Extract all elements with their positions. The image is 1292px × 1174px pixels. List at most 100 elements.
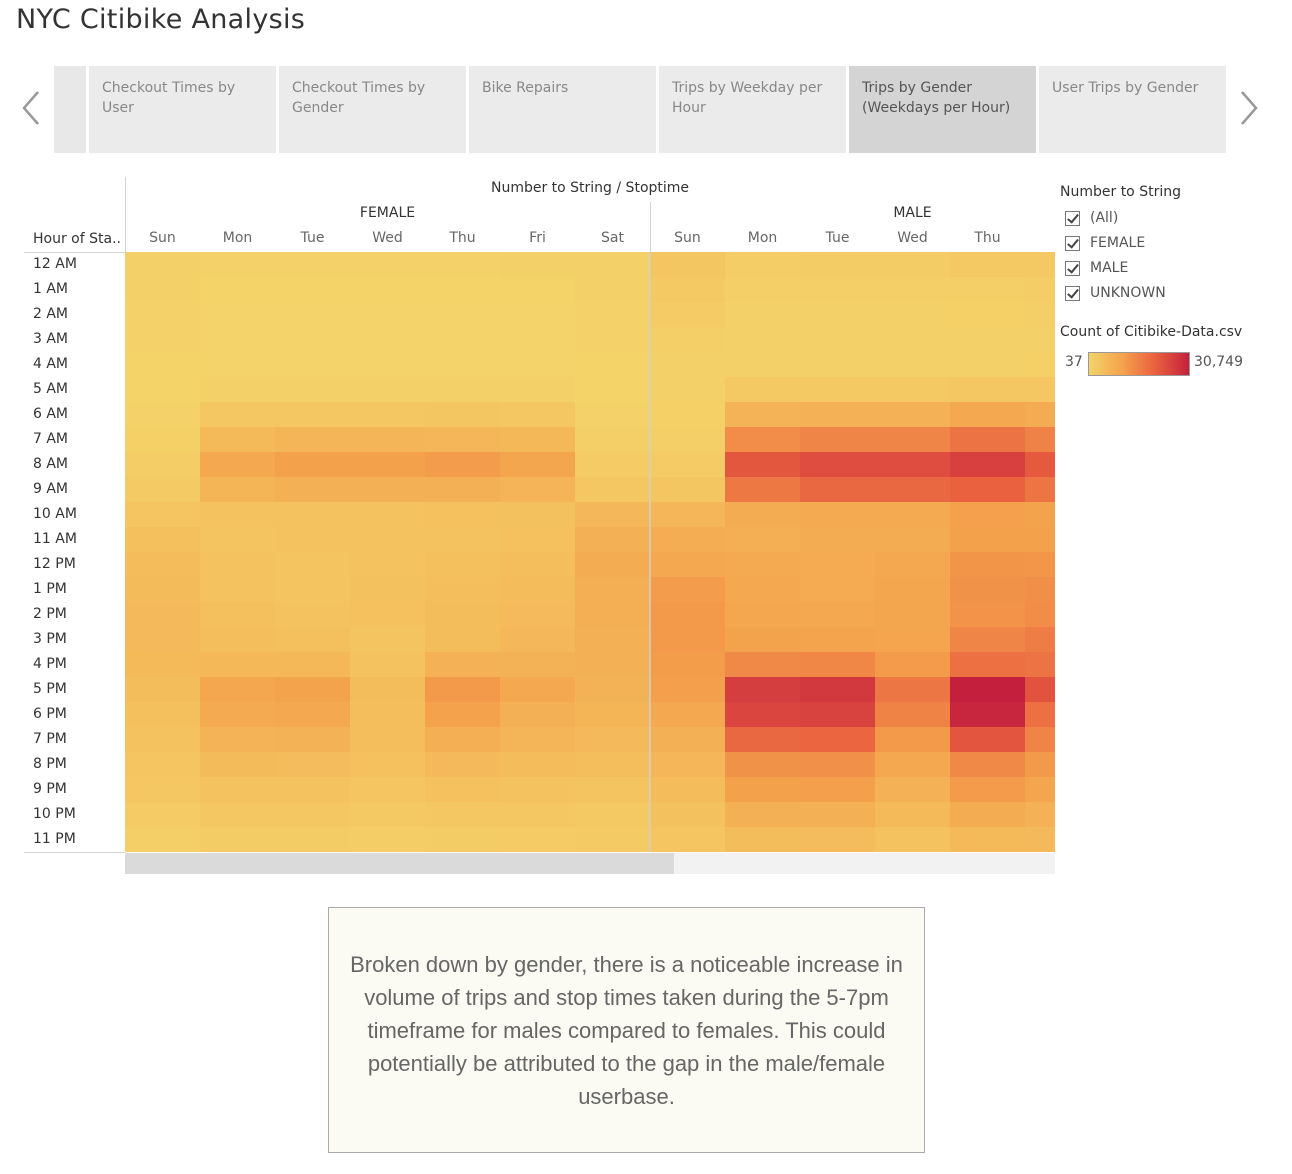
heatmap-cell[interactable]: [650, 327, 725, 352]
heatmap-cell[interactable]: [875, 427, 950, 452]
heatmap-cell[interactable]: [200, 577, 275, 602]
filter-option[interactable]: UNKNOWN: [1065, 282, 1166, 304]
heatmap-cell[interactable]: [1025, 452, 1055, 477]
heatmap-cell[interactable]: [725, 377, 800, 402]
heatmap-cell[interactable]: [725, 527, 800, 552]
heatmap-cell[interactable]: [1025, 802, 1055, 827]
heatmap-cell[interactable]: [800, 602, 875, 627]
heatmap-cell[interactable]: [950, 527, 1025, 552]
heatmap-cell[interactable]: [1025, 677, 1055, 702]
heatmap-cell[interactable]: [1025, 752, 1055, 777]
heatmap-cell[interactable]: [875, 752, 950, 777]
heatmap-cell[interactable]: [350, 277, 425, 302]
heatmap-cell[interactable]: [275, 402, 350, 427]
heatmap-cell[interactable]: [650, 277, 725, 302]
heatmap-cell[interactable]: [200, 302, 275, 327]
heatmap-cell[interactable]: [500, 502, 575, 527]
heatmap-cell[interactable]: [200, 252, 275, 277]
tab-previous-stub[interactable]: [54, 66, 86, 153]
heatmap-cell[interactable]: [425, 402, 500, 427]
heatmap-cell[interactable]: [575, 727, 650, 752]
chevron-right-icon[interactable]: [1236, 88, 1262, 128]
heatmap-cell[interactable]: [575, 652, 650, 677]
heatmap-cell[interactable]: [875, 777, 950, 802]
heatmap-cell[interactable]: [575, 627, 650, 652]
heatmap-cell[interactable]: [125, 327, 200, 352]
heatmap-cell[interactable]: [800, 452, 875, 477]
heatmap-cell[interactable]: [1025, 502, 1055, 527]
heatmap-cell[interactable]: [800, 277, 875, 302]
heatmap-cell[interactable]: [125, 727, 200, 752]
checkbox-icon[interactable]: [1065, 235, 1080, 251]
heatmap-cell[interactable]: [500, 427, 575, 452]
heatmap-cell[interactable]: [500, 802, 575, 827]
heatmap-cell[interactable]: [725, 827, 800, 852]
heatmap-cell[interactable]: [500, 652, 575, 677]
heatmap-cell[interactable]: [950, 452, 1025, 477]
heatmap-cell[interactable]: [125, 252, 200, 277]
heatmap-cell[interactable]: [125, 527, 200, 552]
heatmap-cell[interactable]: [200, 327, 275, 352]
heatmap-cell[interactable]: [350, 827, 425, 852]
heatmap-cell[interactable]: [800, 302, 875, 327]
heatmap-cell[interactable]: [575, 502, 650, 527]
heatmap-cell[interactable]: [875, 627, 950, 652]
heatmap-cell[interactable]: [725, 752, 800, 777]
heatmap-cell[interactable]: [725, 277, 800, 302]
heatmap-cell[interactable]: [500, 552, 575, 577]
heatmap-cell[interactable]: [650, 602, 725, 627]
heatmap-cell[interactable]: [575, 477, 650, 502]
heatmap-cell[interactable]: [500, 402, 575, 427]
heatmap-cell[interactable]: [500, 277, 575, 302]
heatmap-cell[interactable]: [800, 577, 875, 602]
heatmap-cell[interactable]: [950, 377, 1025, 402]
heatmap-cell[interactable]: [350, 377, 425, 402]
heatmap-cell[interactable]: [275, 627, 350, 652]
heatmap-cell[interactable]: [350, 327, 425, 352]
heatmap-cell[interactable]: [575, 752, 650, 777]
heatmap-cell[interactable]: [650, 377, 725, 402]
scrollbar-thumb[interactable]: [125, 853, 674, 874]
heatmap-cell[interactable]: [875, 452, 950, 477]
heatmap-cell[interactable]: [425, 752, 500, 777]
heatmap-cell[interactable]: [800, 427, 875, 452]
heatmap-cell[interactable]: [950, 302, 1025, 327]
heatmap-cell[interactable]: [350, 252, 425, 277]
heatmap-cell[interactable]: [125, 452, 200, 477]
heatmap-cell[interactable]: [125, 502, 200, 527]
heatmap-cell[interactable]: [125, 602, 200, 627]
heatmap-cell[interactable]: [875, 352, 950, 377]
heatmap-cell[interactable]: [125, 827, 200, 852]
heatmap-cell[interactable]: [275, 477, 350, 502]
heatmap-cell[interactable]: [350, 402, 425, 427]
heatmap-cell[interactable]: [350, 652, 425, 677]
heatmap-cell[interactable]: [725, 627, 800, 652]
tab-3[interactable]: Bike Repairs: [469, 66, 656, 153]
heatmap-cell[interactable]: [1025, 302, 1055, 327]
heatmap-cell[interactable]: [350, 527, 425, 552]
heatmap-cell[interactable]: [125, 777, 200, 802]
heatmap-cell[interactable]: [500, 702, 575, 727]
heatmap-cell[interactable]: [1025, 352, 1055, 377]
heatmap-cell[interactable]: [275, 452, 350, 477]
heatmap-cell[interactable]: [425, 252, 500, 277]
heatmap-cell[interactable]: [875, 552, 950, 577]
heatmap-cell[interactable]: [1025, 527, 1055, 552]
heatmap-cell[interactable]: [125, 627, 200, 652]
heatmap-cell[interactable]: [950, 752, 1025, 777]
heatmap-cell[interactable]: [275, 777, 350, 802]
heatmap-cell[interactable]: [275, 327, 350, 352]
heatmap-cell[interactable]: [875, 702, 950, 727]
heatmap-cell[interactable]: [950, 627, 1025, 652]
heatmap-cell[interactable]: [725, 452, 800, 477]
heatmap-cell[interactable]: [875, 302, 950, 327]
heatmap-cell[interactable]: [350, 802, 425, 827]
heatmap-cell[interactable]: [725, 702, 800, 727]
heatmap-cell[interactable]: [125, 277, 200, 302]
heatmap-cell[interactable]: [425, 477, 500, 502]
heatmap-cell[interactable]: [650, 452, 725, 477]
heatmap-cell[interactable]: [800, 552, 875, 577]
heatmap-cell[interactable]: [650, 727, 725, 752]
heatmap-cell[interactable]: [500, 527, 575, 552]
chevron-left-icon[interactable]: [18, 88, 44, 128]
